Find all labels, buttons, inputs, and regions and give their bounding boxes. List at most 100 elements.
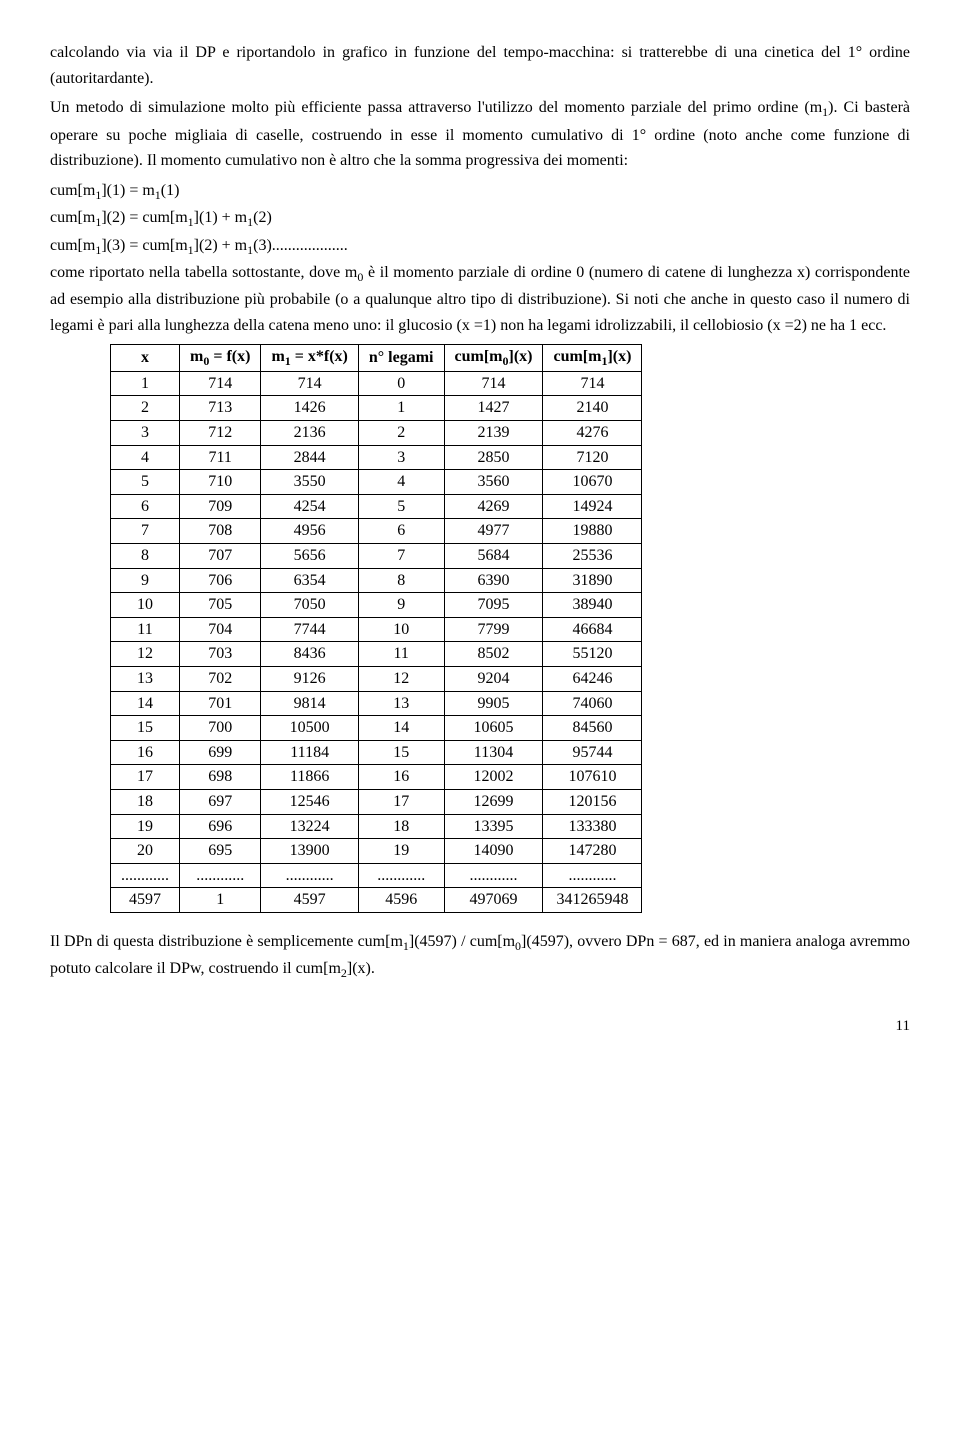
table-cell: ............ xyxy=(358,863,444,888)
table-cell: 147280 xyxy=(543,839,642,864)
table-cell: 84560 xyxy=(543,716,642,741)
table-cell: 3 xyxy=(111,421,180,446)
table-row: 4597145974596497069341265948 xyxy=(111,888,642,913)
table-cell: 19880 xyxy=(543,519,642,544)
table-cell: 12 xyxy=(111,642,180,667)
table-cell: 7 xyxy=(358,543,444,568)
table-cell: 19 xyxy=(358,839,444,864)
table-cell: 9204 xyxy=(444,666,543,691)
text: come riportato nella tabella sottostante… xyxy=(50,264,357,281)
equation-3: cum[m1](3) = cum[m1](2) + m1(3).........… xyxy=(50,233,910,260)
page-number: 11 xyxy=(50,1014,910,1038)
table-header-row: x m0 = f(x) m1 = x*f(x) n° legami cum[m0… xyxy=(111,345,642,371)
table-cell: 8 xyxy=(111,543,180,568)
table-cell: 6 xyxy=(358,519,444,544)
table-cell: 8 xyxy=(358,568,444,593)
table-cell: 714 xyxy=(543,371,642,396)
table-cell: 713 xyxy=(180,396,261,421)
table-cell: 1427 xyxy=(444,396,543,421)
table-cell: 4 xyxy=(111,445,180,470)
table-cell: 9905 xyxy=(444,691,543,716)
table-cell: 2 xyxy=(358,421,444,446)
table-cell: 13900 xyxy=(261,839,358,864)
table-cell: 15 xyxy=(358,740,444,765)
table-cell: 10670 xyxy=(543,470,642,495)
table-cell: 18 xyxy=(111,789,180,814)
table-cell: 4 xyxy=(358,470,444,495)
col-cum-m1: cum[m1](x) xyxy=(543,345,642,371)
col-x: x xyxy=(111,345,180,371)
table-cell: 706 xyxy=(180,568,261,593)
table-cell: 14 xyxy=(111,691,180,716)
table-cell: 13 xyxy=(358,691,444,716)
table-cell: 55120 xyxy=(543,642,642,667)
table-cell: 4269 xyxy=(444,494,543,519)
table-row: 870756567568425536 xyxy=(111,543,642,568)
col-cum-m0: cum[m0](x) xyxy=(444,345,543,371)
table-cell: 6390 xyxy=(444,568,543,593)
paragraph-result: Il DPn di questa distribuzione è semplic… xyxy=(50,929,910,984)
moments-table: x m0 = f(x) m1 = x*f(x) n° legami cum[m0… xyxy=(110,344,642,912)
table-cell: 5684 xyxy=(444,543,543,568)
equation-2: cum[m1](2) = cum[m1](1) + m1(2) xyxy=(50,205,910,232)
table-cell: ............ xyxy=(111,863,180,888)
text: Un metodo di simulazione molto più effic… xyxy=(50,99,822,116)
table-cell: 4977 xyxy=(444,519,543,544)
table-cell: 16 xyxy=(111,740,180,765)
table-cell: 2139 xyxy=(444,421,543,446)
table-cell: 3550 xyxy=(261,470,358,495)
table-cell: 107610 xyxy=(543,765,642,790)
table-cell: 12699 xyxy=(444,789,543,814)
table-cell: 705 xyxy=(180,593,261,618)
table-cell: 95744 xyxy=(543,740,642,765)
table-cell: 4597 xyxy=(111,888,180,913)
table-cell: 710 xyxy=(180,470,261,495)
table-cell: ............ xyxy=(444,863,543,888)
table-cell: 14 xyxy=(358,716,444,741)
table-cell: 13224 xyxy=(261,814,358,839)
table-cell: 17 xyxy=(358,789,444,814)
text: cum[m xyxy=(50,182,95,199)
text: ](3) = cum[m xyxy=(101,237,187,254)
table-cell: 133380 xyxy=(543,814,642,839)
table-cell: 3560 xyxy=(444,470,543,495)
table-cell: 4596 xyxy=(358,888,444,913)
table-row: 47112844328507120 xyxy=(111,445,642,470)
table-cell: 714 xyxy=(180,371,261,396)
text: ](2) + m xyxy=(194,237,247,254)
table-cell: 714 xyxy=(261,371,358,396)
table-cell: 8436 xyxy=(261,642,358,667)
equation-1: cum[m1](1) = m1(1) xyxy=(50,178,910,205)
table-cell: 10 xyxy=(111,593,180,618)
text: cum[m xyxy=(50,237,95,254)
table-cell: 701 xyxy=(180,691,261,716)
table-cell: 10500 xyxy=(261,716,358,741)
table-row: 18697125461712699120156 xyxy=(111,789,642,814)
table-cell: 17 xyxy=(111,765,180,790)
table-cell: 708 xyxy=(180,519,261,544)
table-cell: 0 xyxy=(358,371,444,396)
table-cell: 2 xyxy=(111,396,180,421)
table-cell: 7799 xyxy=(444,617,543,642)
table-cell: 697 xyxy=(180,789,261,814)
table-cell: 11866 xyxy=(261,765,358,790)
text: ](2) = cum[m xyxy=(101,209,187,226)
table-row: 970663548639031890 xyxy=(111,568,642,593)
paragraph-intro: calcolando via via il DP e riportandolo … xyxy=(50,40,910,91)
table-cell: 707 xyxy=(180,543,261,568)
table-cell: 15 xyxy=(111,716,180,741)
table-cell: 14924 xyxy=(543,494,642,519)
table-cell: 120156 xyxy=(543,789,642,814)
table-cell: 9 xyxy=(111,568,180,593)
col-m1: m1 = x*f(x) xyxy=(261,345,358,371)
table-cell: 702 xyxy=(180,666,261,691)
table-cell: 12002 xyxy=(444,765,543,790)
table-cell: 11 xyxy=(111,617,180,642)
table-cell: 6354 xyxy=(261,568,358,593)
table-cell: 699 xyxy=(180,740,261,765)
text: (1) xyxy=(161,182,180,199)
table-row: ........................................… xyxy=(111,863,642,888)
table-cell: 12 xyxy=(358,666,444,691)
table-cell: 8502 xyxy=(444,642,543,667)
table-cell: 11304 xyxy=(444,740,543,765)
